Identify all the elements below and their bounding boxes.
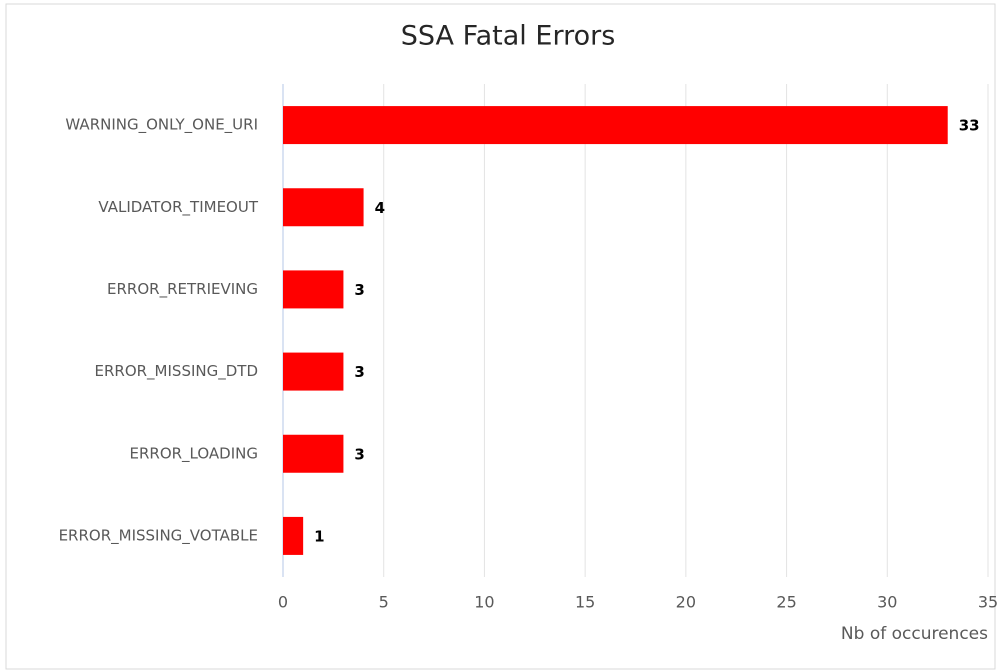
x-tick-label: 10 <box>474 593 494 612</box>
x-tick-label: 20 <box>676 593 696 612</box>
x-tick-label: 25 <box>776 593 796 612</box>
bar <box>283 434 344 473</box>
x-axis-label: Nb of occurences <box>841 624 988 644</box>
data-label: 3 <box>354 363 364 381</box>
data-label: 3 <box>354 281 364 299</box>
data-label: 33 <box>959 117 980 135</box>
x-tick-label: 0 <box>278 593 288 612</box>
x-tick-label: 30 <box>877 593 897 612</box>
bar <box>283 352 344 391</box>
y-tick-label: WARNING_ONLY_ONE_URI <box>65 116 258 135</box>
y-tick-label: ERROR_LOADING <box>130 444 259 463</box>
x-tick-label: 15 <box>575 593 595 612</box>
bar <box>283 516 304 555</box>
data-label: 3 <box>354 445 364 463</box>
x-tick-label: 35 <box>978 593 997 612</box>
y-tick-label: VALIDATOR_TIMEOUT <box>98 198 258 217</box>
bar <box>283 106 948 145</box>
bar <box>283 270 344 309</box>
chart-title: SSA Fatal Errors <box>401 21 616 52</box>
data-label: 4 <box>375 199 385 217</box>
data-label: 1 <box>314 527 324 545</box>
y-tick-label: ERROR_RETRIEVING <box>107 280 258 299</box>
chart-frame <box>5 3 996 670</box>
y-tick-label: ERROR_MISSING_DTD <box>95 362 259 381</box>
bar <box>283 188 364 227</box>
y-tick-label: ERROR_MISSING_VOTABLE <box>59 526 258 545</box>
x-tick-label: 5 <box>379 593 389 612</box>
